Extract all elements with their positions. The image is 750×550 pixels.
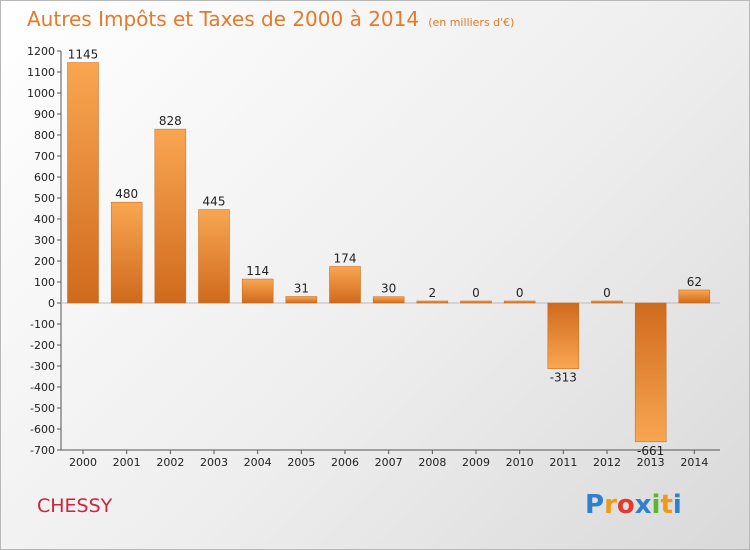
y-tick-label: 1100: [27, 66, 55, 79]
x-tick-label: 2008: [418, 456, 446, 469]
x-tick-label: 2004: [244, 456, 272, 469]
data-label-2008: 2: [429, 286, 437, 300]
chart-title-text: Autres Impôts et Taxes de 2000 à 2014: [27, 7, 420, 31]
chart-title: Autres Impôts et Taxes de 2000 à 2014 (e…: [27, 7, 514, 31]
x-tick-label: 2001: [113, 456, 141, 469]
x-tick-label: 2012: [593, 456, 621, 469]
y-tick-label: 400: [34, 213, 55, 226]
x-tick-label: 2005: [287, 456, 315, 469]
bar-2009: [460, 300, 492, 304]
y-axis: -700 -600 -500 -400 -300 -200 -100 0 100 200 300 40…: [27, 45, 62, 457]
data-label-2013: -661: [637, 444, 664, 458]
data-label-2012: 0: [603, 286, 611, 300]
y-tick-label: 1200: [27, 45, 55, 58]
data-label-2009: 0: [472, 286, 480, 300]
y-tick-label: 600: [34, 171, 55, 184]
logo-letter: i: [651, 490, 661, 520]
bar-2002: [154, 128, 187, 304]
data-label-2002: 828: [159, 114, 182, 128]
y-tick-label: 200: [34, 255, 55, 268]
bar-2013: [634, 302, 667, 443]
data-label-2010: 0: [516, 286, 524, 300]
y-tick-label: -400: [30, 381, 55, 394]
data-label-2000: 1145: [68, 48, 99, 62]
data-label-2014: 62: [687, 275, 702, 289]
bar-2011: [547, 302, 580, 369]
logo-letter: i: [672, 490, 682, 520]
x-tick-label: 2013: [637, 456, 665, 469]
x-tick-label: 2014: [680, 456, 708, 469]
x-tick-label: 2007: [375, 456, 403, 469]
bar-2004: [241, 278, 274, 304]
x-tick-label: 2011: [549, 456, 577, 469]
y-tick-label: 100: [34, 276, 55, 289]
commune-name: CHESSY: [37, 495, 113, 517]
y-tick-label: 500: [34, 192, 55, 205]
logo-letter: r: [604, 490, 617, 520]
data-label-2001: 480: [115, 187, 138, 201]
logo-letter: o: [616, 490, 635, 520]
data-label-2005: 31: [294, 281, 309, 295]
x-tick-label: 2010: [506, 456, 534, 469]
logo-letter: P: [585, 490, 605, 520]
data-label-2007: 30: [381, 282, 396, 296]
bars: [67, 62, 711, 443]
y-tick-label: -100: [30, 318, 55, 331]
proxiti-logo: Proxiti: [585, 490, 682, 520]
chart-subtitle: (en milliers d'€): [428, 16, 515, 29]
x-tick-label: 2006: [331, 456, 359, 469]
y-tick-label: 0: [48, 297, 55, 310]
bar-2000: [67, 62, 99, 304]
x-tick-label: 2000: [69, 456, 97, 469]
bar-2005: [285, 296, 318, 304]
data-labels: 1145 480 828 445 114 31 174 30 2 0 0 -313 0 -661 62: [68, 48, 702, 458]
bar-2008: [416, 300, 449, 304]
bar-2012: [591, 300, 623, 304]
y-tick-label: 700: [34, 150, 55, 163]
bar-2001: [110, 201, 143, 304]
data-label-2011: -313: [550, 371, 577, 385]
bar-2014: [678, 289, 711, 304]
y-tick-label: 800: [34, 129, 55, 142]
y-tick-label: -700: [30, 444, 55, 457]
x-tick-label: 2009: [462, 456, 490, 469]
logo-letter: x: [634, 490, 652, 520]
bar-2003: [198, 209, 230, 304]
x-axis: 2000 2001 2002 2003 2004 2005 2006 2007 2008 2009…: [61, 302, 720, 469]
y-tick-label: -600: [30, 423, 55, 436]
bar-2006: [329, 266, 361, 304]
data-label-2006: 174: [334, 251, 357, 265]
y-tick-label: 900: [34, 108, 55, 121]
x-tick-label: 2003: [200, 456, 228, 469]
bar-2010: [503, 300, 536, 304]
bar-2007: [372, 296, 405, 304]
y-tick-label: 1000: [27, 87, 55, 100]
y-tick-label: -300: [30, 360, 55, 373]
y-tick-label: -200: [30, 339, 55, 352]
data-label-2003: 445: [203, 195, 226, 209]
logo-letter: t: [660, 490, 673, 520]
y-tick-label: 300: [34, 234, 55, 247]
y-tick-label: -500: [30, 402, 55, 415]
data-label-2004: 114: [246, 264, 269, 278]
x-tick-label: 2002: [156, 456, 184, 469]
